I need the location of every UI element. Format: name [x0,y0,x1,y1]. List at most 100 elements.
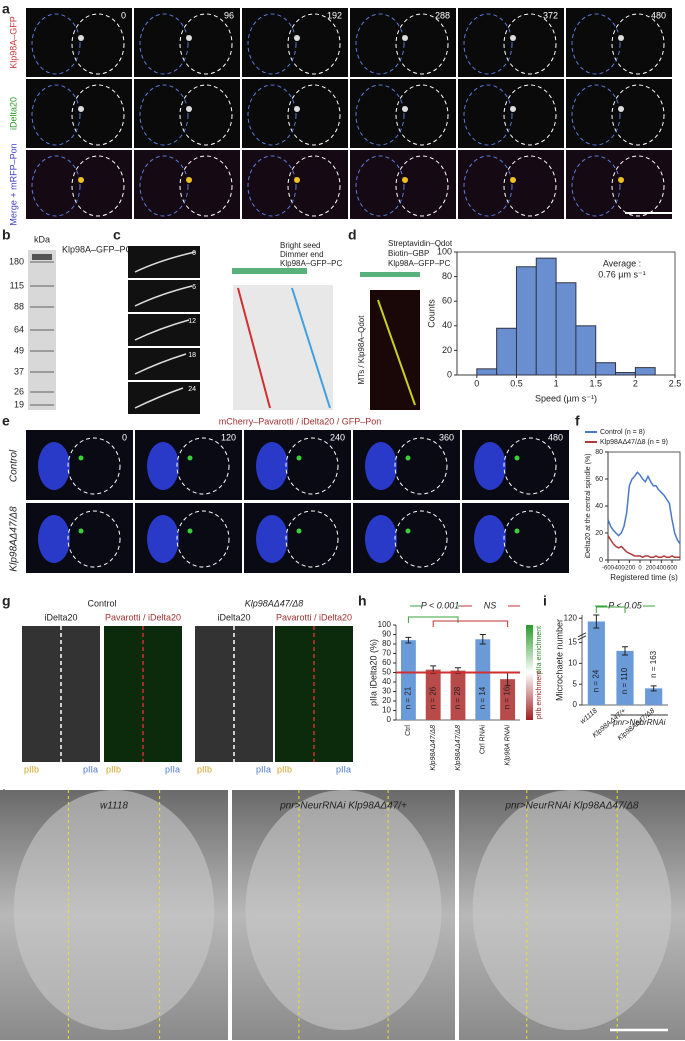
cell-outline [503,437,557,495]
x-axis-label: Registered time (s) [610,573,678,582]
error-bar [479,634,486,645]
cell-outline [611,155,665,217]
pon-crescent [365,442,397,490]
schematic-label: Klp98A–GFP–PC [388,259,450,268]
cell-label: pIIb [24,764,39,774]
micrograph [566,79,672,148]
category-label: Klp98AΔ47/Δ8 [455,725,462,771]
panel-caption: pnr>NeurRNAi Klp98AΔ47/Δ8 [504,801,639,812]
micrograph [242,150,348,219]
y-tick-label: 90 [382,630,391,639]
y-tick-label: 15 [568,638,577,647]
pon-crescent [256,515,288,563]
y-tick-label: 5 [573,679,578,688]
n-label: n = 24 [591,669,600,692]
bar [535,257,557,376]
marker-label: 37 [14,366,24,376]
cell-outline [71,155,125,217]
micrograph [242,8,348,77]
row-label: Merge + mRFP–Pon [8,143,18,225]
signal [405,528,411,534]
enrichment-bar [526,625,533,720]
cell-outline [463,155,513,217]
bracket [432,620,509,627]
cell-outline [395,84,449,146]
y-tick-label: 40 [382,677,391,686]
row-label: Klp98A–GFP [8,16,18,69]
cell-outline [571,155,621,217]
y-tick-label: 120 [564,613,578,622]
y-tick-label: 20 [595,530,603,537]
group-title: Control [87,598,116,608]
side-label: pIIa enrichment [536,626,543,674]
legend-label: Control (n = 8) [600,429,645,436]
category-label: Ctrl [405,725,412,736]
micrograph [458,150,564,219]
bar [425,669,441,720]
micrograph [566,8,672,77]
kymo-label: MTs / Klp98A–Qdot [357,315,366,385]
channel-label: iDelta20 [217,612,250,622]
cell-outline [287,13,341,75]
signal [78,35,84,41]
cell-label: pIIa [256,764,271,774]
bar [575,325,597,376]
y-tick-label: 30 [382,687,391,696]
schematic-label: Dimmer end [280,250,324,259]
marker-label: 26 [14,386,24,396]
cell-outline [176,437,230,495]
time-label: 120 [221,432,236,442]
n-label: n = 16 [503,686,512,709]
pon-crescent [38,442,70,490]
signal [294,106,300,112]
filament [134,353,187,375]
micrograph [128,348,200,380]
signal [296,455,302,461]
micrograph [26,8,132,77]
y-tick-label: 80 [382,639,391,648]
time-label: 0 [122,432,127,442]
cell-outline [287,84,341,146]
cell-outline [31,13,81,75]
y-tick-label: 10 [382,706,391,715]
cell-outline [179,13,233,75]
pon-crescent [365,515,397,563]
y-axis-label: Counts [426,299,436,328]
row-label: Klp98AΔ47/Δ8 [9,506,20,572]
x-tick-label: 1.5 [589,378,602,388]
filament [134,285,193,307]
pon-crescent [474,515,506,563]
time-label: 372 [543,10,558,20]
channel-label: Pavarotti / iDelta20 [276,612,352,622]
series-line [607,535,680,559]
band [32,254,52,260]
x-tick-label: 200 [646,566,657,572]
error-bar [622,646,628,656]
x-tick-label: 400 [656,566,667,572]
time-label: 192 [327,10,342,20]
y-tick-label: 100 [437,246,452,256]
time-label: 480 [651,10,666,20]
track [291,287,331,409]
series-line [607,471,681,545]
cell-outline [285,510,339,568]
micrograph [350,150,456,219]
row-label: Control [9,449,20,482]
filament [134,319,190,341]
thorax [13,790,215,1030]
cell-outline [355,13,405,75]
cell-label: pIIb [277,764,292,774]
track [237,287,271,409]
bar [645,688,663,705]
cell-outline [71,13,125,75]
signal [186,106,192,112]
x-tick-label: 2.5 [669,378,682,388]
bracket [595,606,626,613]
cell-outline [67,510,121,568]
bar [634,367,656,376]
bar [496,327,517,376]
channel-label: iDelta20 [44,612,77,622]
micrograph [242,79,348,148]
signal [294,35,300,41]
time-label: 6 [192,284,196,291]
